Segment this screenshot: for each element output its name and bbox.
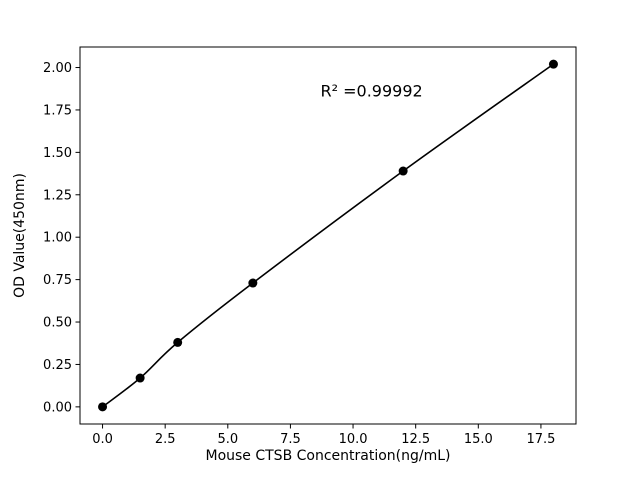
y-tick-label: 1.25 — [43, 188, 72, 203]
y-tick-label: 1.75 — [43, 103, 72, 118]
x-tick-label: 7.5 — [280, 432, 301, 447]
data-point — [248, 278, 258, 288]
y-tick-label: 2.00 — [43, 61, 72, 76]
y-tick-label: 0.25 — [43, 358, 72, 373]
y-tick-label: 0.75 — [43, 273, 72, 288]
x-tick-label: 2.5 — [155, 432, 176, 447]
x-tick-label: 10.0 — [339, 432, 368, 447]
data-point — [548, 59, 558, 69]
x-tick-label: 0.0 — [92, 432, 113, 447]
r-squared-annotation: R² =0.99992 — [320, 81, 422, 100]
data-point — [98, 402, 108, 412]
y-axis-label: OD Value(450nm) — [12, 173, 28, 298]
data-point — [135, 373, 145, 383]
x-axis-label: Mouse CTSB Concentration(ng/mL) — [205, 448, 450, 464]
plot-border — [79, 46, 577, 425]
fit-line — [102, 63, 554, 408]
y-tick-label: 1.50 — [43, 146, 72, 161]
x-tick-label: 17.5 — [526, 432, 555, 447]
data-point — [398, 166, 408, 176]
y-tick-label: 0.00 — [43, 400, 72, 415]
x-tick-label: 12.5 — [401, 432, 430, 447]
data-point — [173, 337, 183, 347]
y-tick-label: 0.50 — [43, 316, 72, 331]
x-tick-label: 15.0 — [464, 432, 493, 447]
y-tick-label: 1.00 — [43, 231, 72, 246]
x-tick-label: 5.0 — [217, 432, 238, 447]
